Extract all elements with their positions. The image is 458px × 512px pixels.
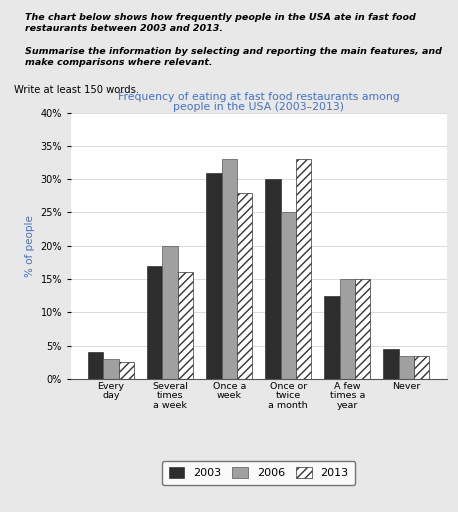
Bar [340,279,355,379]
Bar [324,296,340,379]
Y-axis label: % of people: % of people [25,215,35,276]
Bar [119,362,134,379]
Bar [296,159,311,379]
Bar [206,173,222,379]
Bar [104,359,119,379]
Text: Frequency of eating at fast food restaurants among: Frequency of eating at fast food restaur… [118,92,400,102]
Bar [383,349,399,379]
Legend: 2003, 2006, 2013: 2003, 2006, 2013 [162,461,355,485]
Bar [163,246,178,379]
Text: Summarise the information by selecting and reporting the main features, and
make: Summarise the information by selecting a… [25,47,442,68]
Text: Write at least 150 words.: Write at least 150 words. [14,84,139,95]
Bar [222,159,237,379]
Bar [88,352,104,379]
Bar [265,179,281,379]
Text: people in the USA (2003–2013): people in the USA (2003–2013) [173,101,344,112]
Bar [178,272,193,379]
Bar [414,355,430,379]
Bar [237,193,252,379]
Bar [147,266,163,379]
Bar [355,279,371,379]
Bar [399,355,414,379]
Text: The chart below shows how frequently people in the USA ate in fast food
restaura: The chart below shows how frequently peo… [25,12,415,33]
Bar [281,212,296,379]
